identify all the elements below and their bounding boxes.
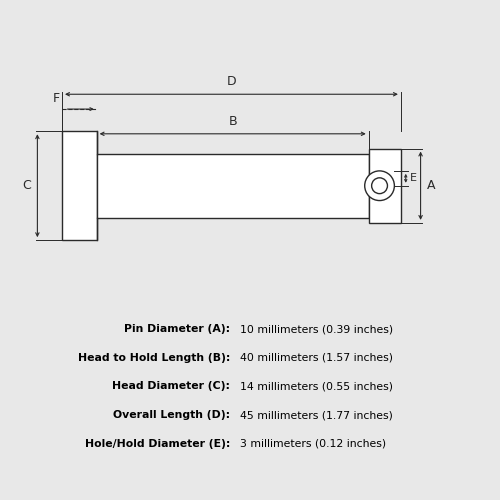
Text: 10 millimeters (0.39 inches): 10 millimeters (0.39 inches)	[240, 324, 393, 334]
Text: 3 millimeters (0.12 inches): 3 millimeters (0.12 inches)	[240, 439, 386, 449]
Text: Pin Diameter (A):: Pin Diameter (A):	[124, 324, 230, 334]
Text: 45 millimeters (1.77 inches): 45 millimeters (1.77 inches)	[240, 410, 393, 420]
Text: C: C	[22, 179, 32, 192]
Bar	[96, 154, 368, 218]
Text: E: E	[410, 174, 417, 184]
Text: A: A	[426, 179, 435, 192]
Text: Head to Hold Length (B):: Head to Hold Length (B):	[78, 353, 230, 363]
Text: D: D	[226, 76, 236, 88]
Text: Overall Length (D):: Overall Length (D):	[113, 410, 230, 420]
Text: Hole/Hold Diameter (E):: Hole/Hold Diameter (E):	[85, 439, 230, 449]
Circle shape	[372, 178, 388, 194]
Circle shape	[364, 171, 394, 200]
Bar	[62, 132, 96, 240]
Bar	[368, 148, 401, 223]
Text: 14 millimeters (0.55 inches): 14 millimeters (0.55 inches)	[240, 382, 393, 392]
Text: Head Diameter (C):: Head Diameter (C):	[112, 382, 230, 392]
Text: F: F	[52, 92, 60, 105]
Text: B: B	[228, 115, 237, 128]
Text: 40 millimeters (1.57 inches): 40 millimeters (1.57 inches)	[240, 353, 393, 363]
